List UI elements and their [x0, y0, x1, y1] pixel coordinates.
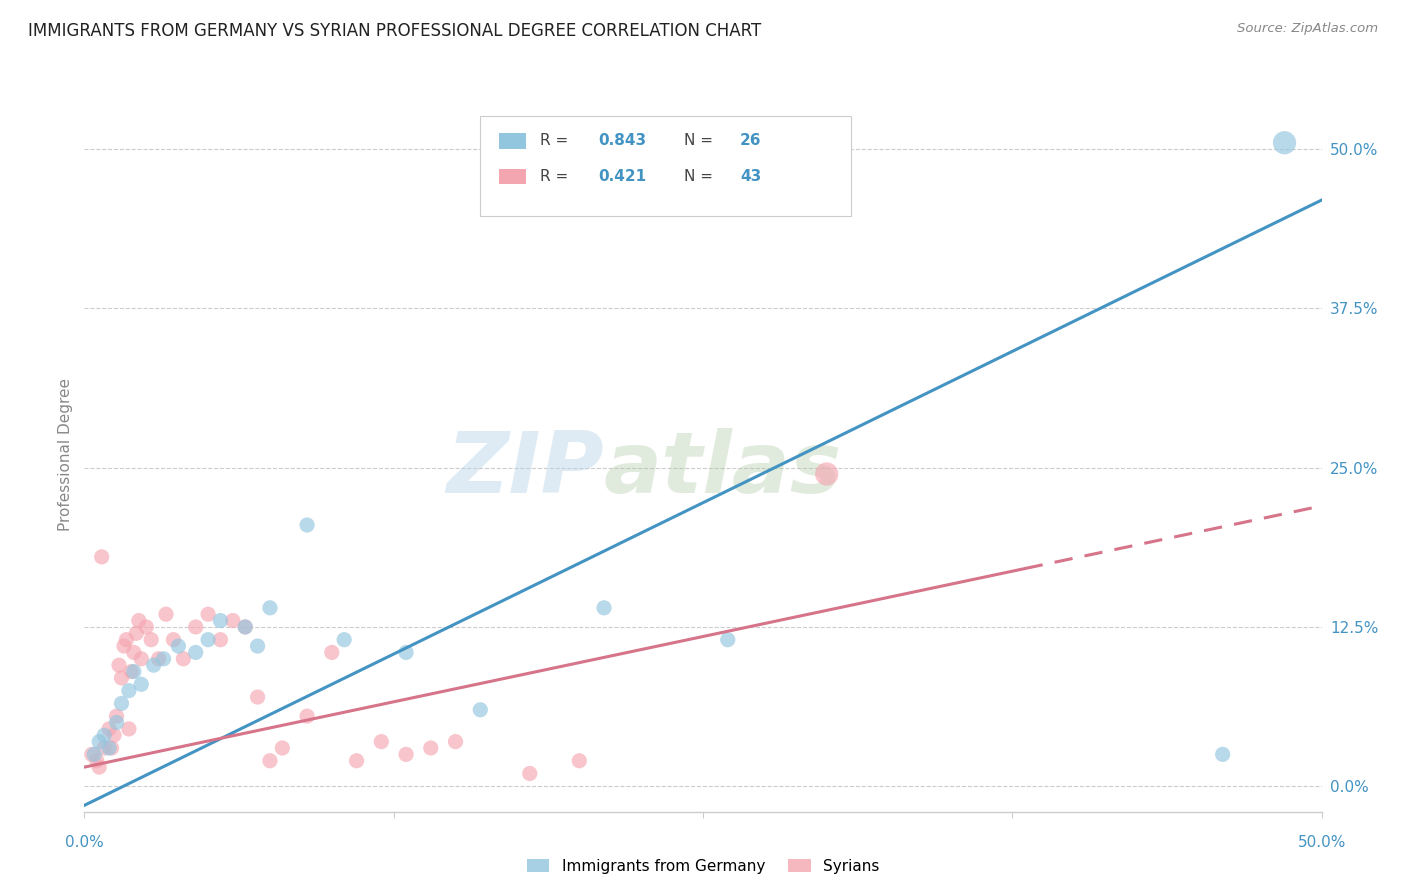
Point	[115, 632, 138, 647]
Point	[112, 639, 135, 653]
Point	[118, 722, 141, 736]
Bar	[499, 133, 526, 149]
Point	[395, 645, 418, 659]
Text: 43: 43	[740, 169, 762, 184]
FancyBboxPatch shape	[481, 116, 852, 216]
Point	[444, 734, 467, 748]
Point	[370, 734, 392, 748]
Point	[89, 760, 111, 774]
Point	[470, 703, 492, 717]
Text: 50.0%: 50.0%	[1298, 836, 1346, 850]
Text: N =: N =	[685, 134, 718, 148]
Text: R =: R =	[540, 169, 572, 184]
Point	[209, 632, 232, 647]
Point	[141, 632, 163, 647]
Point	[125, 626, 148, 640]
Point	[155, 607, 177, 622]
Point	[83, 747, 105, 762]
Point	[98, 741, 121, 756]
Point	[717, 632, 740, 647]
Legend: Immigrants from Germany, Syrians: Immigrants from Germany, Syrians	[520, 853, 886, 880]
Point	[103, 728, 125, 742]
Point	[89, 734, 111, 748]
Point	[419, 741, 441, 756]
Point	[1212, 747, 1234, 762]
Point	[519, 766, 541, 780]
Point	[167, 639, 190, 653]
Point	[129, 677, 152, 691]
Point	[118, 683, 141, 698]
Point	[120, 665, 142, 679]
Text: 0.0%: 0.0%	[65, 836, 104, 850]
Point	[122, 645, 145, 659]
Point	[222, 614, 245, 628]
Text: 0.421: 0.421	[598, 169, 645, 184]
Point	[295, 518, 318, 533]
Text: Source: ZipAtlas.com: Source: ZipAtlas.com	[1237, 22, 1378, 36]
Text: 0.843: 0.843	[598, 134, 645, 148]
Point	[1274, 136, 1296, 150]
Point	[184, 645, 207, 659]
Point	[197, 632, 219, 647]
Y-axis label: Professional Degree: Professional Degree	[58, 378, 73, 532]
Point	[80, 747, 103, 762]
Point	[110, 671, 132, 685]
Point	[93, 728, 115, 742]
Point	[162, 632, 184, 647]
Point	[129, 652, 152, 666]
Point	[197, 607, 219, 622]
Point	[246, 639, 269, 653]
Point	[184, 620, 207, 634]
Point	[815, 467, 838, 481]
Point	[105, 709, 128, 723]
Point	[333, 632, 356, 647]
Point	[122, 665, 145, 679]
Point	[593, 600, 616, 615]
Point	[321, 645, 343, 659]
Text: atlas: atlas	[605, 427, 842, 511]
Point	[142, 658, 165, 673]
Point	[110, 697, 132, 711]
Point	[295, 709, 318, 723]
Point	[271, 741, 294, 756]
Point	[90, 549, 112, 564]
Text: IMMIGRANTS FROM GERMANY VS SYRIAN PROFESSIONAL DEGREE CORRELATION CHART: IMMIGRANTS FROM GERMANY VS SYRIAN PROFES…	[28, 22, 762, 40]
Point	[100, 741, 122, 756]
Text: 26: 26	[740, 134, 762, 148]
Point	[209, 614, 232, 628]
Point	[148, 652, 170, 666]
Point	[86, 754, 108, 768]
Text: N =: N =	[685, 169, 718, 184]
Point	[233, 620, 256, 634]
Point	[346, 754, 368, 768]
Point	[135, 620, 157, 634]
Text: R =: R =	[540, 134, 572, 148]
Point	[395, 747, 418, 762]
Bar	[499, 169, 526, 185]
Point	[233, 620, 256, 634]
Point	[172, 652, 194, 666]
Point	[152, 652, 174, 666]
Text: ZIP: ZIP	[446, 427, 605, 511]
Point	[98, 722, 121, 736]
Point	[108, 658, 131, 673]
Point	[246, 690, 269, 704]
Point	[259, 600, 281, 615]
Point	[128, 614, 150, 628]
Point	[93, 741, 115, 756]
Point	[105, 715, 128, 730]
Point	[568, 754, 591, 768]
Point	[259, 754, 281, 768]
